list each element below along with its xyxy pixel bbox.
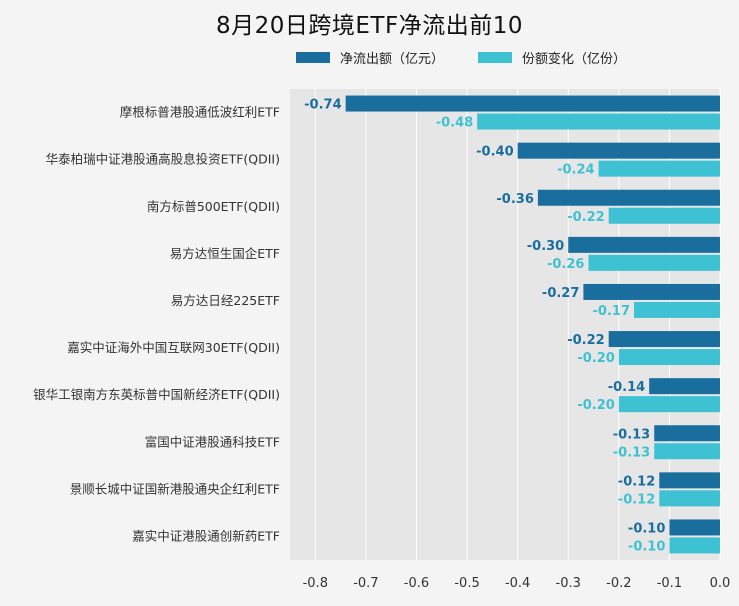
bar-net-outflow bbox=[537, 189, 720, 206]
bar-net-outflow bbox=[583, 283, 720, 300]
bar-share-change bbox=[588, 254, 720, 271]
data-label-net-outflow: -0.12 bbox=[618, 474, 655, 489]
data-label-net-outflow: -0.14 bbox=[608, 380, 645, 395]
bar-net-outflow bbox=[659, 472, 720, 489]
data-label-net-outflow: -0.10 bbox=[628, 521, 665, 536]
legend-item-net-outflow: 净流出额（亿元） bbox=[296, 48, 444, 67]
bar-share-change bbox=[659, 490, 720, 507]
bar-net-outflow bbox=[568, 236, 720, 253]
category-label: 嘉实中证海外中国互联网30ETF(QDII) bbox=[67, 340, 280, 355]
category-label: 南方标普500ETF(QDII) bbox=[147, 199, 280, 214]
bar-net-outflow bbox=[608, 331, 720, 348]
data-label-net-outflow: -0.74 bbox=[304, 98, 341, 113]
data-label-share-change: -0.10 bbox=[628, 539, 665, 554]
data-label-share-change: -0.26 bbox=[547, 257, 584, 272]
legend-label-net-outflow: 净流出额（亿元） bbox=[340, 52, 445, 67]
bar-share-change bbox=[654, 443, 720, 460]
legend: 净流出额（亿元） 份额变化（亿份） bbox=[296, 48, 626, 67]
data-label-share-change: -0.12 bbox=[618, 492, 655, 507]
x-tick-label: -0.1 bbox=[657, 576, 682, 591]
data-label-net-outflow: -0.13 bbox=[613, 427, 650, 442]
data-label-share-change: -0.24 bbox=[557, 163, 594, 178]
bar-share-change bbox=[598, 160, 720, 177]
bar-share-change bbox=[477, 113, 720, 130]
bar-net-outflow bbox=[345, 95, 720, 112]
legend-swatch-share-change bbox=[478, 52, 513, 63]
category-label: 易方达恒生国企ETF bbox=[170, 246, 280, 261]
data-label-share-change: -0.13 bbox=[613, 445, 650, 460]
bar-net-outflow bbox=[654, 425, 720, 442]
data-label-net-outflow: -0.36 bbox=[496, 192, 533, 207]
category-label: 景顺长城中证国新港股通央企红利ETF bbox=[70, 481, 280, 496]
x-tick-label: -0.6 bbox=[404, 576, 429, 591]
x-tick-label: -0.2 bbox=[606, 576, 631, 591]
data-label-net-outflow: -0.22 bbox=[567, 333, 604, 348]
x-tick-label: -0.5 bbox=[454, 576, 479, 591]
bar-net-outflow bbox=[517, 142, 720, 159]
category-label: 富国中证港股通科技ETF bbox=[145, 434, 280, 449]
data-label-share-change: -0.22 bbox=[567, 210, 604, 225]
bar-share-change bbox=[669, 537, 720, 554]
x-tick-label: 0.0 bbox=[710, 576, 731, 591]
category-label: 嘉实中证港股通创新药ETF bbox=[132, 528, 280, 543]
category-label: 银华工银南方东英标普中国新经济ETF(QDII) bbox=[33, 387, 280, 402]
x-tick-label: -0.4 bbox=[505, 576, 530, 591]
legend-swatch-net-outflow bbox=[296, 52, 330, 63]
data-label-share-change: -0.17 bbox=[593, 304, 630, 319]
x-tick-label: -0.7 bbox=[353, 576, 378, 591]
bar-share-change bbox=[608, 207, 720, 224]
data-label-net-outflow: -0.40 bbox=[476, 145, 513, 160]
data-label-share-change: -0.20 bbox=[577, 398, 614, 413]
bar-share-change bbox=[634, 301, 720, 318]
category-label: 摩根标普港股通低波红利ETF bbox=[120, 105, 280, 120]
bar-net-outflow bbox=[649, 378, 720, 395]
bar-share-change bbox=[618, 396, 720, 413]
bar-share-change bbox=[618, 349, 720, 366]
x-tick-label: -0.8 bbox=[303, 576, 328, 591]
category-label: 易方达日经225ETF bbox=[171, 293, 280, 308]
x-tick-label: -0.3 bbox=[556, 576, 581, 591]
data-label-share-change: -0.20 bbox=[577, 351, 614, 366]
data-label-net-outflow: -0.27 bbox=[542, 286, 579, 301]
chart-title: 8月20日跨境ETF净流出前10 bbox=[216, 13, 523, 39]
category-label: 华泰柏瑞中证港股通高股息投资ETF(QDII) bbox=[46, 152, 280, 167]
data-label-share-change: -0.48 bbox=[436, 116, 473, 131]
legend-label-share-change: 份额变化（亿份） bbox=[522, 52, 627, 67]
data-label-net-outflow: -0.30 bbox=[527, 239, 564, 254]
legend-item-share-change: 份额变化（亿份） bbox=[478, 48, 626, 67]
bar-net-outflow bbox=[669, 519, 720, 536]
